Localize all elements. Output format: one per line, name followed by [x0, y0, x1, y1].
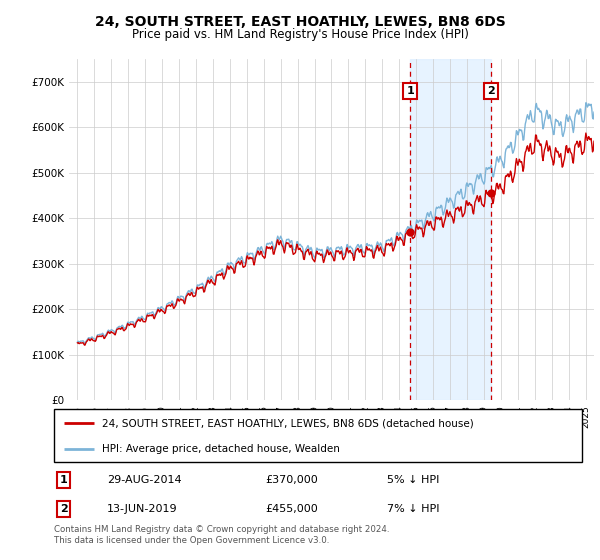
- Text: 1: 1: [59, 475, 67, 484]
- Text: 7% ↓ HPI: 7% ↓ HPI: [386, 505, 439, 514]
- FancyBboxPatch shape: [54, 409, 582, 462]
- Text: HPI: Average price, detached house, Wealden: HPI: Average price, detached house, Weal…: [101, 444, 340, 454]
- Text: £455,000: £455,000: [265, 505, 318, 514]
- Text: Contains HM Land Registry data © Crown copyright and database right 2024.
This d: Contains HM Land Registry data © Crown c…: [54, 525, 389, 545]
- Text: 2: 2: [487, 86, 495, 96]
- Text: 5% ↓ HPI: 5% ↓ HPI: [386, 475, 439, 484]
- Bar: [410, 59, 491, 400]
- Text: 24, SOUTH STREET, EAST HOATHLY, LEWES, BN8 6DS: 24, SOUTH STREET, EAST HOATHLY, LEWES, B…: [95, 15, 505, 29]
- Text: 24, SOUTH STREET, EAST HOATHLY, LEWES, BN8 6DS (detached house): 24, SOUTH STREET, EAST HOATHLY, LEWES, B…: [101, 418, 473, 428]
- Text: £370,000: £370,000: [265, 475, 318, 484]
- Text: 29-AUG-2014: 29-AUG-2014: [107, 475, 181, 484]
- Text: 1: 1: [406, 86, 414, 96]
- Text: 2: 2: [59, 505, 67, 514]
- Text: Price paid vs. HM Land Registry's House Price Index (HPI): Price paid vs. HM Land Registry's House …: [131, 28, 469, 41]
- Text: 13-JUN-2019: 13-JUN-2019: [107, 505, 178, 514]
